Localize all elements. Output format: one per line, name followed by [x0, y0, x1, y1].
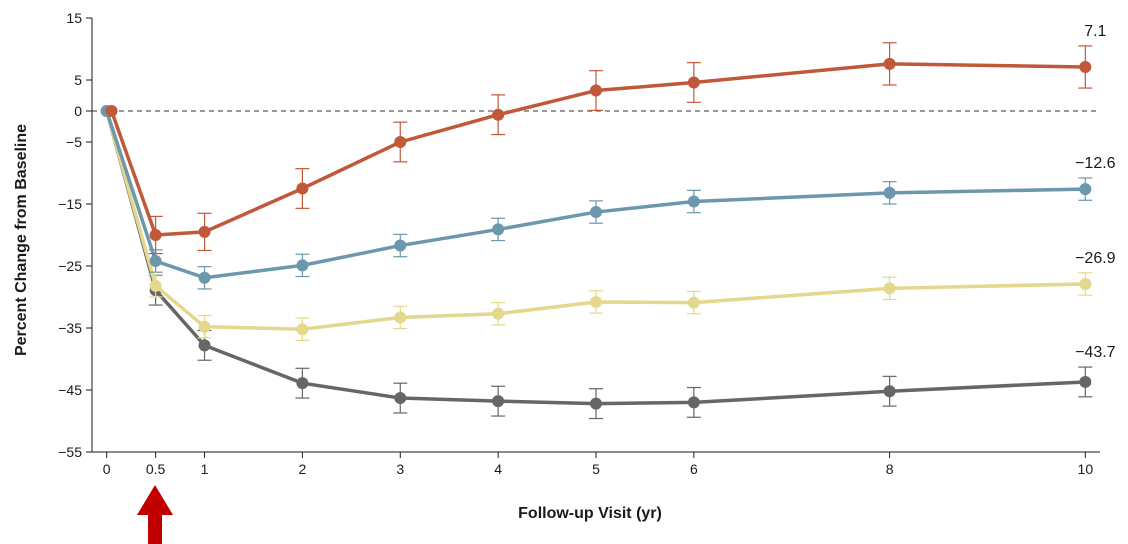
x-tick-label: 1 — [201, 461, 209, 477]
series-group — [100, 105, 1093, 341]
data-point — [296, 182, 309, 195]
series-line — [104, 110, 1086, 331]
series-end-label: −26.9 — [1075, 250, 1116, 267]
data-point — [687, 296, 700, 309]
data-point — [394, 392, 407, 405]
data-point — [1079, 375, 1092, 388]
series-end-label: −43.7 — [1075, 344, 1116, 361]
data-point — [149, 279, 162, 292]
data-point — [883, 57, 896, 70]
data-point — [149, 229, 162, 241]
series-line — [109, 62, 1086, 237]
data-point — [1079, 60, 1092, 73]
y-tick-label: −15 — [58, 196, 82, 212]
data-point — [492, 307, 505, 320]
data-point — [1079, 277, 1092, 290]
y-tick-label: 0 — [74, 103, 82, 119]
y-tick-label: 15 — [66, 10, 82, 26]
x-tick-label: 3 — [396, 461, 404, 477]
data-point — [296, 377, 309, 390]
data-point — [883, 385, 896, 398]
y-axis-title: Percent Change from Baseline — [13, 124, 30, 356]
data-point — [883, 186, 896, 199]
data-point — [883, 282, 896, 295]
data-point — [394, 239, 407, 252]
x-tick-label: 10 — [1078, 461, 1094, 477]
data-point — [492, 108, 505, 121]
x-tick-label: 2 — [299, 461, 307, 477]
data-point — [590, 206, 602, 219]
data-point — [198, 225, 211, 238]
end-labels: −43.7 −26.9 −12.6 7.1 — [1075, 23, 1116, 361]
data-point — [296, 259, 309, 272]
data-point — [687, 195, 700, 208]
data-point — [590, 295, 602, 308]
y-tick-label: −55 — [58, 444, 82, 460]
series-line — [105, 110, 1086, 280]
x-tick-label: 4 — [494, 461, 502, 477]
x-ticks: 0 0.5 1 2 3 4 5 6 8 10 — [103, 452, 1094, 477]
data-point — [492, 395, 505, 408]
y-tick-label: 5 — [74, 72, 82, 88]
series-end-label: 7.1 — [1084, 23, 1106, 40]
data-point — [198, 271, 211, 284]
series-layer — [100, 42, 1093, 420]
data-point — [296, 323, 309, 336]
data-point — [149, 255, 162, 268]
x-tick-label: 0.5 — [146, 461, 166, 477]
y-tick-label: −35 — [58, 320, 82, 336]
y-tick-label: −45 — [58, 382, 82, 398]
y-ticks: 15 5 0 −5 −15 −25 −35 −45 −55 — [58, 10, 92, 460]
data-point — [1079, 183, 1092, 196]
data-point — [590, 397, 602, 410]
y-tick-label: −25 — [58, 258, 82, 274]
data-point — [198, 320, 211, 333]
data-point — [687, 396, 700, 409]
x-tick-label: 5 — [592, 461, 600, 477]
series-line — [104, 110, 1086, 406]
x-tick-label: 6 — [690, 461, 698, 477]
data-point — [590, 84, 602, 97]
data-point — [687, 76, 700, 89]
x-tick-label: 8 — [886, 461, 894, 477]
series-end-label: −12.6 — [1075, 155, 1116, 172]
series-group — [100, 105, 1093, 420]
data-point — [394, 136, 407, 148]
data-point — [198, 339, 211, 352]
data-point — [394, 311, 407, 324]
data-point — [105, 105, 118, 117]
x-tick-label: 0 — [103, 461, 111, 477]
red-arrow-icon — [137, 485, 173, 544]
data-point — [492, 223, 505, 236]
series-group — [105, 42, 1093, 255]
series-group — [100, 105, 1093, 290]
x-axis-title: Follow-up Visit (yr) — [518, 505, 662, 522]
y-tick-label: −5 — [66, 134, 82, 150]
